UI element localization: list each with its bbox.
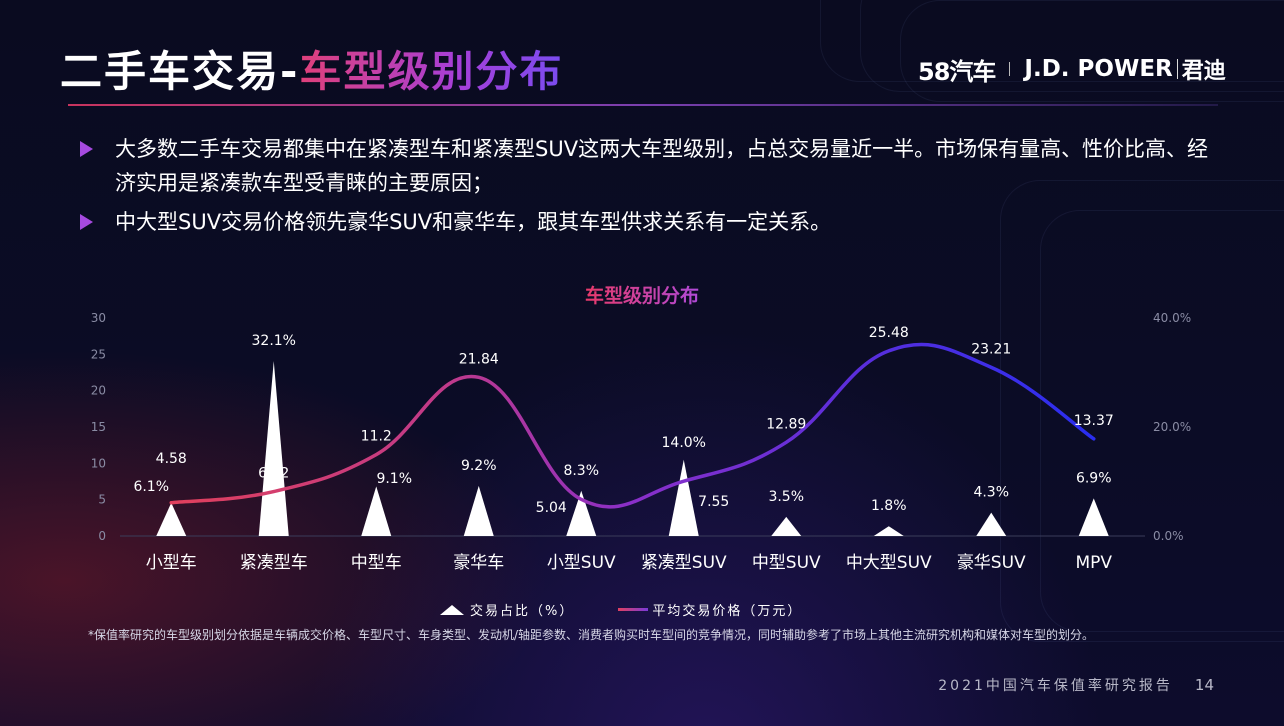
x-tick-label: 中型SUV [752,553,821,573]
background-decoration [900,0,1284,102]
bar-triangle [463,485,494,536]
x-tick-label: 紧凑型车 [240,553,308,573]
y-left-tick-label: 5 [98,493,106,507]
chart-legend: 交易占比（%） 平均交易价格（万元） [440,600,802,619]
x-tick-label: 中大型SUV [846,553,932,573]
y-left-tick-label: 25 [91,347,106,361]
data-label-price: 12.89 [766,416,806,432]
data-label-share: 6.1% [133,479,169,495]
page-title: 二手车交易-车型级别分布 [60,38,563,99]
bar-triangle [258,361,289,536]
y-left-tick-label: 10 [91,456,106,470]
bullet-point-1: 大多数二手车交易都集中在紧凑型车和紧凑型SUV这两大车型级别，占总交易量近一半。… [80,132,1220,200]
x-tick-label: 豪华车 [453,552,504,573]
background-decoration [1000,180,1284,642]
data-label-share: 9.2% [461,458,497,474]
logo-divider [1176,59,1178,79]
data-label-share: 3.5% [768,489,804,505]
logo-58: 58汽车 [918,57,996,86]
data-label-share: 9.1% [376,471,412,487]
logo-jdpower: J.D. POWER [1024,56,1173,82]
bar-triangle [566,490,597,536]
title-part-2: 车型级别分布 [299,47,564,96]
footnote: *保值率研究的车型级别划分依据是车辆成交价格、车型尺寸、车身类型、发动机/轴距参… [88,628,1095,642]
legend-triangle-icon [440,604,464,615]
bar-triangle [668,459,699,536]
x-tick-label: 紧凑型SUV [641,553,727,573]
bar-triangle [156,502,187,536]
data-label-price: 6.12 [258,466,289,482]
background-decoration [860,0,1284,92]
page-number: 14 [1194,676,1214,694]
data-label-share: 8.3% [563,463,599,479]
bar-triangle [361,486,392,536]
logo-divider [1009,62,1011,76]
legend-line-icon [618,608,649,611]
x-tick-label: 中型车 [351,553,402,573]
data-label-share: 6.9% [1076,470,1112,486]
y-right-tick-label: 0.0% [1153,529,1184,543]
bullet-arrow-icon [80,141,93,157]
y-right-tick-label: 40.0% [1153,311,1191,325]
data-label-price: 11.2 [361,429,392,445]
logo-group: 58汽车 J.D. POWER 君迪 [918,56,1226,86]
x-tick-label: MPV [1075,553,1112,573]
bullet-point-2: 中大型SUV交易价格领先豪华SUV和豪华车，跟其车型供求关系有一定关系。 [80,205,1220,239]
bar-triangle [976,512,1007,536]
bullet-arrow-icon [80,214,93,230]
page-footer: 2021中国汽车保值率研究报告 14 [938,675,1214,695]
background-decoration [820,0,1284,82]
data-label-share: 1.8% [871,498,907,514]
footer-report-name: 2021中国汽车保值率研究报告 [938,678,1173,694]
data-label-price: 4.58 [156,451,187,467]
chart-title-text: 车型级别分布 [584,285,699,307]
data-label-share: 4.3% [973,485,1009,501]
x-tick-label: 豪华SUV [957,552,1026,573]
data-label-share: 32.1% [252,333,296,349]
y-left-tick-label: 15 [91,420,106,434]
x-tick-label: 小型SUV [547,553,616,573]
title-underline [68,104,1218,106]
data-label-price: 23.21 [971,341,1011,357]
data-label-share: 14.0% [662,435,706,451]
y-right-tick-label: 20.0% [1153,420,1191,434]
legend-label-share: 交易占比（%） [470,604,575,619]
y-left-tick-label: 30 [91,311,106,325]
series-line-price [169,342,1096,509]
y-left-tick-label: 20 [91,384,106,398]
y-left-tick-label: 0 [98,529,106,543]
title-part-1: 二手车交易- [60,47,300,96]
bullet-text-2: 中大型SUV交易价格领先豪华SUV和豪华车，跟其车型供求关系有一定关系。 [115,210,832,234]
bullet-text-1: 大多数二手车交易都集中在紧凑型车和紧凑型SUV这两大车型级别，占总交易量近一半。… [115,137,1209,195]
legend-label-price: 平均交易价格（万元） [652,604,803,619]
data-label-price: 13.37 [1074,413,1114,429]
logo-jundi: 君迪 [1181,59,1226,84]
data-label-price: 21.84 [459,351,499,367]
data-label-price: 25.48 [869,325,909,341]
background-decoration [1040,210,1284,632]
x-tick-label: 小型车 [146,553,197,573]
bar-triangle [1078,498,1109,536]
data-label-price: 7.55 [698,494,729,510]
data-label-price: 5.04 [536,500,567,516]
chart-title: 车型级别分布 [0,281,1284,308]
bar-triangle [873,526,904,536]
bar-triangle [771,516,802,536]
